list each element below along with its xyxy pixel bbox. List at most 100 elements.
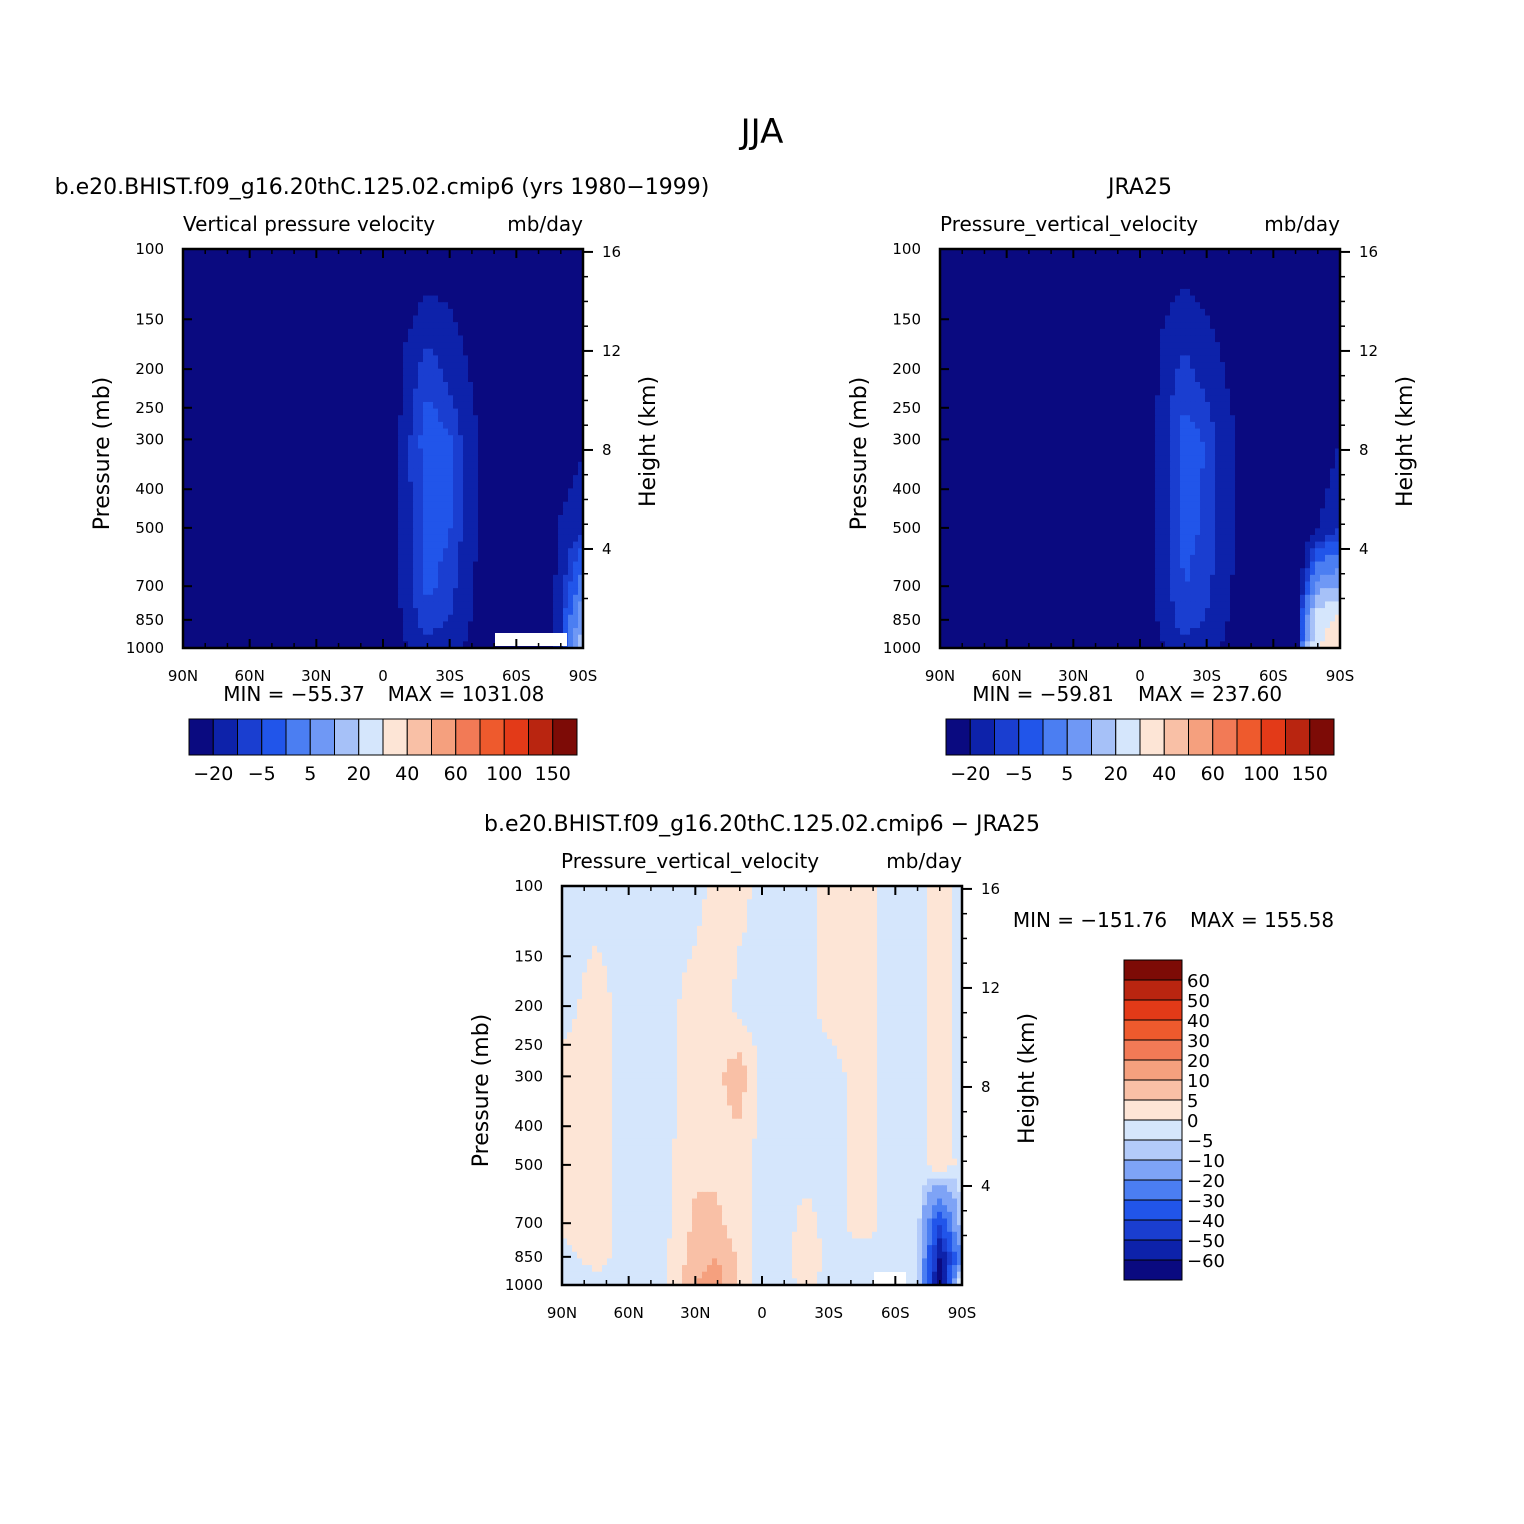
heatmap-cell bbox=[553, 415, 559, 423]
heatmap-cell bbox=[183, 408, 189, 416]
heatmap-cell bbox=[1075, 249, 1081, 257]
heatmap-cell bbox=[403, 455, 409, 463]
heatmap-cell bbox=[203, 488, 209, 496]
heatmap-cell bbox=[283, 594, 289, 603]
heatmap-cell bbox=[563, 249, 569, 257]
heatmap-cell bbox=[398, 262, 404, 270]
heatmap-cell bbox=[283, 335, 289, 343]
heatmap-cell bbox=[448, 508, 454, 516]
heatmap-cell bbox=[533, 515, 539, 523]
heatmap-cell bbox=[453, 401, 459, 410]
heatmap-cell bbox=[518, 348, 524, 356]
heatmap-cell bbox=[503, 594, 509, 603]
heatmap-cell bbox=[213, 481, 219, 489]
heatmap-cell bbox=[228, 375, 234, 383]
heatmap-cell bbox=[483, 435, 489, 443]
heatmap-cell bbox=[418, 315, 424, 323]
heatmap-cell bbox=[493, 268, 499, 277]
heatmap-cell bbox=[213, 581, 219, 589]
heatmap-cell bbox=[408, 268, 414, 277]
heatmap-cell bbox=[278, 275, 284, 283]
heatmap-cell bbox=[523, 302, 529, 310]
heatmap-cell bbox=[243, 534, 249, 543]
heatmap-cell bbox=[243, 634, 249, 642]
heatmap-cell bbox=[413, 548, 419, 556]
heatmap-cell bbox=[473, 335, 479, 343]
heatmap-cell bbox=[408, 368, 414, 376]
heatmap-cell bbox=[293, 548, 299, 556]
heatmap-cell bbox=[328, 488, 334, 496]
heatmap-cell bbox=[328, 282, 334, 290]
heatmap-cell bbox=[388, 335, 394, 343]
heatmap-cell bbox=[258, 282, 264, 290]
heatmap-cell bbox=[213, 641, 219, 649]
heatmap-cell bbox=[288, 481, 294, 489]
heatmap-cell bbox=[253, 348, 259, 356]
heatmap-cell bbox=[433, 628, 439, 636]
heatmap-cell bbox=[498, 415, 504, 423]
heatmap-cell bbox=[443, 308, 449, 317]
heatmap-cell bbox=[288, 428, 294, 436]
heatmap-cell bbox=[453, 322, 459, 330]
heatmap-cell bbox=[378, 515, 384, 523]
heatmap-cell bbox=[243, 608, 249, 616]
heatmap-cell bbox=[338, 588, 344, 596]
heatmap-cell bbox=[483, 455, 489, 463]
heatmap-cell bbox=[433, 614, 439, 622]
heatmap-cell bbox=[378, 574, 384, 583]
heatmap-cell bbox=[403, 335, 409, 343]
heatmap-cell bbox=[358, 568, 364, 576]
heatmap-cell bbox=[458, 621, 464, 629]
heatmap-cell bbox=[418, 368, 424, 376]
heatmap-cell bbox=[288, 262, 294, 270]
heatmap-cell bbox=[483, 561, 489, 569]
heatmap-cell bbox=[443, 382, 449, 390]
heatmap-cell bbox=[368, 561, 374, 569]
heatmap-cell bbox=[243, 302, 249, 310]
heatmap-cell bbox=[483, 368, 489, 376]
heatmap-cell bbox=[578, 375, 584, 383]
heatmap-cell bbox=[253, 541, 259, 549]
heatmap-cell bbox=[308, 501, 314, 509]
heatmap-cell bbox=[578, 308, 584, 317]
heatmap-cell bbox=[183, 415, 189, 423]
heatmap-cell bbox=[393, 421, 399, 430]
heatmap-cell bbox=[428, 495, 434, 503]
heatmap-cell bbox=[478, 328, 484, 337]
heatmap-cell bbox=[518, 288, 524, 297]
heatmap-cell bbox=[313, 342, 319, 350]
heatmap-cell bbox=[1140, 249, 1146, 257]
heatmap-cell bbox=[343, 561, 349, 569]
heatmap-cell bbox=[258, 275, 264, 283]
heatmap-cell bbox=[373, 355, 379, 363]
heatmap-cell bbox=[428, 534, 434, 543]
heatmap-cell bbox=[258, 262, 264, 270]
heatmap-cell bbox=[453, 541, 459, 549]
heatmap-cell bbox=[208, 628, 214, 636]
heatmap-cell bbox=[453, 475, 459, 483]
heatmap-cell bbox=[473, 608, 479, 616]
heatmap-cell bbox=[553, 382, 559, 390]
heatmap-cell bbox=[373, 255, 379, 263]
heatmap-cell bbox=[483, 375, 489, 383]
heatmap-cell bbox=[258, 428, 264, 436]
heatmap-cell bbox=[413, 348, 419, 356]
heatmap-cell bbox=[228, 534, 234, 543]
heatmap-cell bbox=[433, 528, 439, 536]
heatmap-cell bbox=[303, 335, 309, 343]
heatmap-cell bbox=[303, 475, 309, 483]
heatmap-cell bbox=[293, 368, 299, 376]
heatmap-cell bbox=[538, 328, 544, 337]
heatmap-cell bbox=[223, 561, 229, 569]
heatmap-cell bbox=[203, 515, 209, 523]
heatmap-cell bbox=[448, 435, 454, 443]
heatmap-cell bbox=[218, 588, 224, 596]
heatmap-cell bbox=[233, 614, 239, 622]
heatmap-cell bbox=[578, 621, 584, 629]
heatmap-cell bbox=[393, 295, 399, 303]
heatmap-cell bbox=[208, 608, 214, 616]
heatmap-cell bbox=[238, 275, 244, 283]
heatmap-cell bbox=[548, 548, 554, 556]
heatmap-cell bbox=[493, 608, 499, 616]
heatmap-cell bbox=[423, 541, 429, 549]
